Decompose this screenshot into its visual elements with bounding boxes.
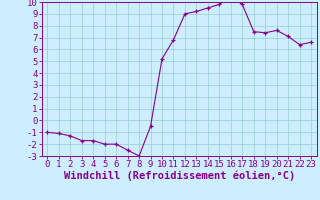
X-axis label: Windchill (Refroidissement éolien,°C): Windchill (Refroidissement éolien,°C)	[64, 171, 295, 181]
